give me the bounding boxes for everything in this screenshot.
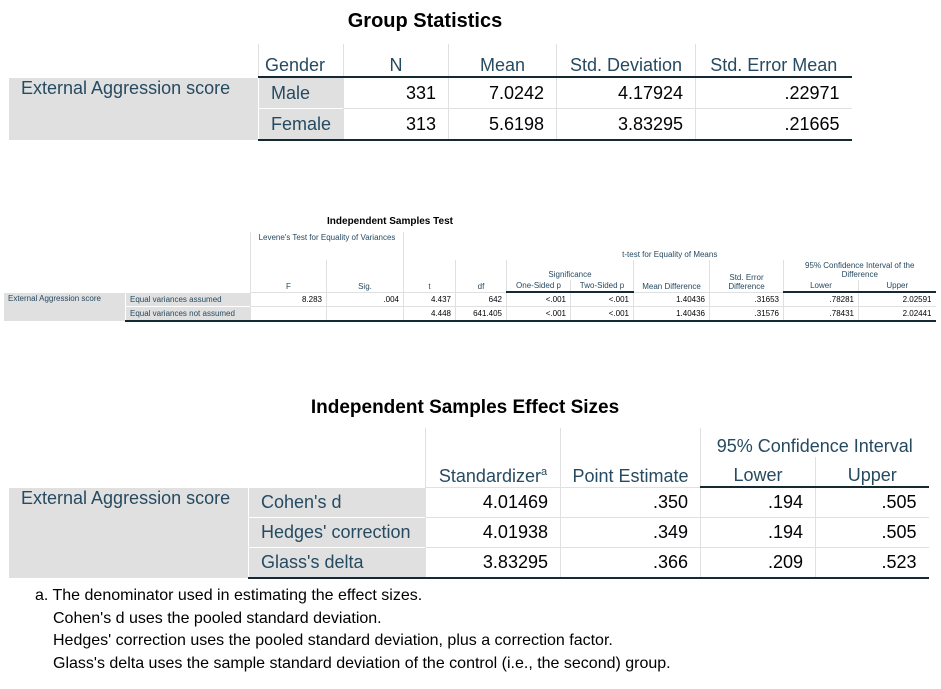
cell: .78431 bbox=[783, 306, 859, 322]
col-header: One-Sided p bbox=[506, 280, 571, 293]
cell: .350 bbox=[560, 486, 701, 518]
sub-label: Glass's delta bbox=[248, 547, 426, 579]
col-header: Mean Difference bbox=[633, 260, 710, 292]
cell: .21665 bbox=[695, 108, 852, 141]
footnote: Glass's delta uses the sample standard d… bbox=[53, 655, 671, 672]
cell: 3.83295 bbox=[425, 547, 561, 579]
cell: .31576 bbox=[709, 306, 784, 322]
blank bbox=[4, 232, 251, 292]
group-header: 95% Confidence Interval of the Differenc… bbox=[783, 260, 936, 280]
cell: .209 bbox=[700, 547, 816, 579]
data-row: External Aggression score Male 331 7.0242 4.… bbox=[8, 76, 852, 140]
sub-label: Cohen's d bbox=[248, 486, 426, 518]
col-header: Std. Deviation bbox=[556, 44, 696, 78]
cell: 313 bbox=[343, 108, 449, 141]
sub-label: Equal variances not assumed bbox=[125, 306, 251, 322]
sub-label: Hedges' correction bbox=[248, 517, 426, 548]
blank bbox=[9, 44, 259, 77]
cell: 3.83295 bbox=[556, 108, 696, 141]
col-header-text: Standardizer bbox=[438, 465, 541, 486]
table-title: Independent Samples Effect Sizes bbox=[310, 397, 620, 418]
cell: 331 bbox=[343, 76, 449, 109]
cell: <.001 bbox=[506, 291, 571, 307]
cell: .366 bbox=[560, 547, 701, 579]
data-row: Female 313 5.6198 3.83295.21665 bbox=[9, 108, 852, 141]
cell bbox=[250, 306, 327, 322]
cell: .78281 bbox=[783, 291, 859, 307]
cell: .523 bbox=[815, 547, 929, 579]
cell bbox=[326, 306, 404, 322]
col-header: Upper bbox=[858, 280, 936, 293]
cell: 2.02441 bbox=[858, 306, 936, 322]
header-row: Gender N Mean Std. Deviation Std. Error … bbox=[9, 44, 852, 78]
data-row: Hedges' correction 4.01938.349.194.505 bbox=[9, 517, 929, 548]
cell: 4.17924 bbox=[556, 76, 696, 109]
group-header: Significance bbox=[506, 260, 634, 280]
sub-label: Equal variances assumed bbox=[125, 291, 251, 307]
cell: 1.40436 bbox=[633, 306, 710, 322]
col-header: Gender bbox=[257, 44, 344, 78]
cell: 5.6198 bbox=[448, 108, 557, 141]
footnote: Hedges' correction uses the pooled stand… bbox=[53, 632, 613, 649]
footnote: Cohen's d uses the pooled standard devia… bbox=[53, 610, 382, 627]
data-row: External Aggression score Equal variances… bbox=[3, 291, 936, 321]
effect-sizes-table: Standardizera Point Estimate 95% Confide… bbox=[8, 428, 929, 579]
col-header: Mean bbox=[448, 44, 557, 78]
col-header: t bbox=[403, 260, 456, 292]
col-header: df bbox=[455, 260, 507, 292]
cell: 2.02591 bbox=[858, 291, 936, 307]
data-row: External Aggression score Cohen's d 4.0146… bbox=[8, 486, 929, 578]
group-header: Levene's Test for Equality of Variances bbox=[250, 232, 404, 260]
col-header: Lower bbox=[700, 457, 816, 488]
row-label: External Aggression score bbox=[8, 486, 249, 578]
table-title: Independent Samples Test bbox=[327, 216, 453, 227]
col-header: Std. Error Difference bbox=[709, 260, 784, 292]
cell: .349 bbox=[560, 517, 701, 548]
col-header: F bbox=[250, 260, 327, 292]
cell: <.001 bbox=[570, 306, 634, 322]
row-label: External Aggression score bbox=[8, 76, 259, 140]
cell: 4.01938 bbox=[425, 517, 561, 548]
footnote: a. The denominator used in estimating th… bbox=[35, 587, 423, 604]
cell: .22971 bbox=[695, 76, 852, 109]
col-header: Lower bbox=[783, 280, 859, 293]
cell: 1.40436 bbox=[633, 291, 710, 307]
cell: 4.437 bbox=[403, 291, 456, 307]
cell: .194 bbox=[700, 517, 816, 548]
blank bbox=[9, 428, 426, 487]
row-label: External Aggression score bbox=[3, 291, 126, 321]
col-header: Sig. bbox=[326, 260, 404, 292]
col-header: N bbox=[343, 44, 449, 78]
cell: 7.0242 bbox=[448, 76, 557, 109]
sub-label: Female bbox=[257, 108, 344, 141]
cell: 641.405 bbox=[455, 306, 507, 322]
sub-label: Male bbox=[257, 76, 344, 109]
cell: <.001 bbox=[570, 291, 634, 307]
cell: 4.448 bbox=[403, 306, 456, 322]
cell: .194 bbox=[700, 486, 816, 518]
cell: .004 bbox=[326, 291, 404, 307]
cell: .31653 bbox=[709, 291, 784, 307]
data-row: Glass's delta 3.83295.366.209.523 bbox=[9, 547, 929, 579]
col-header: Std. Error Mean bbox=[695, 44, 852, 78]
group-header: t-test for Equality of Means bbox=[403, 232, 936, 260]
col-header: Two-Sided p bbox=[570, 280, 634, 293]
data-row: Equal variances not assumed 4.448 641.405 <… bbox=[4, 306, 936, 322]
col-header: Upper bbox=[815, 457, 929, 488]
group-statistics-table: Gender N Mean Std. Deviation Std. Error … bbox=[8, 44, 852, 141]
cell: 642 bbox=[455, 291, 507, 307]
cell: .505 bbox=[815, 517, 929, 548]
cell: 4.01469 bbox=[425, 486, 561, 518]
table-title: Group Statistics bbox=[347, 10, 503, 32]
independent-samples-test-table: Levene's Test for Equality of Variances … bbox=[3, 232, 936, 322]
group-header: 95% Confidence Interval bbox=[700, 428, 929, 457]
col-header: Standardizera bbox=[425, 428, 561, 487]
cell: 8.283 bbox=[250, 291, 327, 307]
cell: .505 bbox=[815, 486, 929, 518]
cell: <.001 bbox=[506, 306, 571, 322]
footnote-mark: a bbox=[540, 465, 548, 478]
col-header: Point Estimate bbox=[560, 428, 701, 487]
